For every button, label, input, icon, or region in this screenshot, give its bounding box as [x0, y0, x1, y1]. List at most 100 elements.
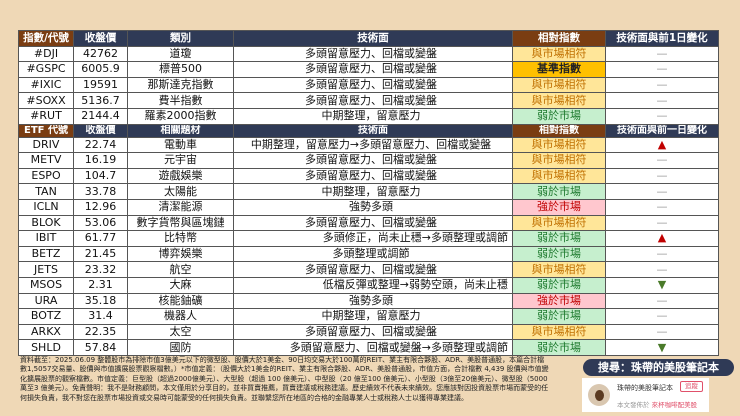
change-cell: —	[605, 167, 719, 185]
etf-header-row: ETF 代號 收盤價 相關題材 技術面 相對指數 技術面與前一日變化	[18, 123, 719, 138]
ticker-cell: ESPO	[18, 167, 74, 185]
price-cell: 42762	[73, 45, 128, 63]
table-row: ARKX 22.35 太空 多頭留意壓力、回檔或變盤 與市場相符 —	[18, 323, 719, 341]
coffee-icon	[595, 390, 604, 401]
published-site-link[interactable]: 來杯咖啡配美股	[651, 401, 698, 409]
category-cell: 比特幣	[127, 230, 234, 247]
header-tech: 技術面	[233, 30, 513, 47]
market-table: 指數/代號 收盤價 類別 技術面 相對指數 技術面與前1日變化 #DJI 4276…	[18, 30, 719, 356]
header-tech: 技術面	[233, 123, 513, 138]
ticker-cell: ICLN	[18, 198, 74, 216]
header-relative: 相對指數	[512, 123, 606, 138]
price-cell: 35.18	[73, 292, 128, 310]
table-row: URA 35.18 核能鈾礦 強勢多頭 強於市場 —	[18, 292, 719, 310]
change-cell: —	[605, 245, 719, 263]
tech-cell: 多頭留意壓力、回檔或變盤	[233, 45, 513, 63]
change-cell: —	[605, 45, 719, 63]
ticker-cell: SHLD	[18, 339, 74, 356]
change-cell: —	[605, 107, 719, 125]
table-row: METV 16.19 元宇宙 多頭留意壓力、回檔或變盤 與市場相符 —	[18, 152, 719, 169]
category-cell: 電動車	[127, 136, 234, 154]
ticker-cell: #RUT	[18, 107, 74, 125]
change-cell: —	[605, 308, 719, 325]
relative-cell: 弱於市場	[512, 183, 606, 200]
change-cell: —	[605, 323, 719, 341]
category-cell: 航空	[127, 261, 234, 278]
header-change: 技術面與前一日變化	[605, 123, 719, 138]
header-code: ETF 代號	[18, 123, 74, 138]
relative-cell: 弱於市場	[512, 107, 606, 125]
relative-cell: 基準指數	[512, 61, 606, 78]
table-row: ESPO 104.7 遊戲娛樂 多頭留意壓力、回檔或變盤 與市場相符 —	[18, 167, 719, 185]
category-cell: 元宇宙	[127, 152, 234, 169]
change-cell: —	[605, 292, 719, 310]
published-info: 本文發佈於 來杯咖啡配美股	[617, 399, 697, 409]
relative-cell: 弱於市場	[512, 308, 606, 325]
change-cell: —	[605, 214, 719, 232]
tech-cell: 中期整理，留意壓力→多頭留意壓力、回檔或變盤	[233, 136, 513, 154]
price-cell: 2144.4	[73, 107, 128, 125]
table-row: #DJI 42762 道瓊 多頭留意壓力、回檔或變盤 與市場相符 —	[18, 45, 719, 63]
table-row: BLOK 53.06 數字貨幣與區塊鏈 多頭留意壓力、回檔或變盤 與市場相符 —	[18, 214, 719, 232]
change-cell: —	[605, 183, 719, 200]
change-cell: —	[605, 152, 719, 169]
price-cell: 12.96	[73, 198, 128, 216]
header-change: 技術面與前1日變化	[605, 30, 719, 47]
ticker-cell: BLOK	[18, 214, 74, 232]
price-cell: 5136.7	[73, 92, 128, 109]
change-cell: —	[605, 61, 719, 78]
header-category: 相關題材	[127, 123, 234, 138]
ticker-cell: DRIV	[18, 136, 74, 154]
tech-cell: 多頭留意壓力、回檔或變盤	[233, 261, 513, 278]
tech-cell: 強勢多頭	[233, 198, 513, 216]
change-cell: —	[605, 92, 719, 109]
author-name[interactable]: 珠帶的美股筆記本	[617, 384, 673, 392]
header-code: 指數/代號	[18, 30, 74, 47]
price-cell: 104.7	[73, 167, 128, 185]
relative-cell: 與市場相符	[512, 167, 606, 185]
ticker-cell: URA	[18, 292, 74, 310]
header-category: 類別	[127, 30, 234, 47]
published-prefix: 本文發佈於	[617, 401, 650, 409]
category-cell: 大麻	[127, 276, 234, 294]
relative-cell: 弱於市場	[512, 230, 606, 247]
relative-cell: 強於市場	[512, 292, 606, 310]
avatar[interactable]	[588, 384, 610, 406]
tech-cell: 多頭留意壓力、回檔或變盤	[233, 214, 513, 232]
price-cell: 31.4	[73, 308, 128, 325]
table-row: DRIV 22.74 電動車 中期整理，留意壓力→多頭留意壓力、回檔或變盤 與市場相符 ▲	[18, 136, 719, 154]
table-row: #IXIC 19591 那斯達克指數 多頭留意壓力、回檔或變盤 與市場相符 —	[18, 76, 719, 94]
table-row: #RUT 2144.4 羅素2000指數 中期整理，留意壓力 弱於市場 —	[18, 107, 719, 125]
ticker-cell: MSOS	[18, 276, 74, 294]
relative-cell: 弱於市場	[512, 276, 606, 294]
follow-button[interactable]: 追蹤	[680, 381, 703, 392]
table-row: MSOS 2.31 大麻 低檔反彈或整理→弱勢空頭，尚未止穩 弱於市場 ▼	[18, 276, 719, 294]
tech-cell: 多頭留意壓力、回檔或變盤	[233, 152, 513, 169]
ticker-cell: BETZ	[18, 245, 74, 263]
table-row: IBIT 61.77 比特幣 多頭修正，尚未止穩→多頭整理或調節 弱於市場 ▲	[18, 230, 719, 247]
change-cell: —	[605, 76, 719, 94]
header-relative: 相對指數	[512, 30, 606, 47]
relative-cell: 與市場相符	[512, 136, 606, 154]
relative-cell: 與市場相符	[512, 152, 606, 169]
relative-cell: 與市場相符	[512, 76, 606, 94]
table-row: TAN 33.78 太陽能 中期整理，留意壓力 弱於市場 —	[18, 183, 719, 200]
search-banner[interactable]: 搜尋：珠帶的美股筆記本	[583, 359, 734, 376]
table-row: SHLD 57.84 國防 多頭留意壓力、回檔或變盤→多頭整理或調節 弱於市場 ▼	[18, 339, 719, 356]
relative-cell: 與市場相符	[512, 92, 606, 109]
tech-cell: 中期整理，留意壓力	[233, 183, 513, 200]
table-row: #SOXX 5136.7 費半指數 多頭留意壓力、回檔或變盤 與市場相符 —	[18, 92, 719, 109]
price-cell: 61.77	[73, 230, 128, 247]
price-cell: 6005.9	[73, 61, 128, 78]
relative-cell: 與市場相符	[512, 214, 606, 232]
table-row: BOTZ 31.4 機器人 中期整理，留意壓力 弱於市場 —	[18, 308, 719, 325]
ticker-cell: TAN	[18, 183, 74, 200]
category-cell: 國防	[127, 339, 234, 356]
tech-cell: 多頭留意壓力、回檔或變盤	[233, 76, 513, 94]
category-cell: 機器人	[127, 308, 234, 325]
header-price: 收盤價	[73, 30, 128, 47]
author-card[interactable]: 珠帶的美股筆記本 追蹤 本文發佈於 來杯咖啡配美股	[582, 378, 709, 412]
tech-cell: 多頭修正，尚未止穩→多頭整理或調節	[233, 230, 513, 247]
table-row: #GSPC 6005.9 標普500 多頭留意壓力、回檔或變盤 基準指數 —	[18, 61, 719, 78]
table-row: JETS 23.32 航空 多頭留意壓力、回檔或變盤 與市場相符 —	[18, 261, 719, 278]
